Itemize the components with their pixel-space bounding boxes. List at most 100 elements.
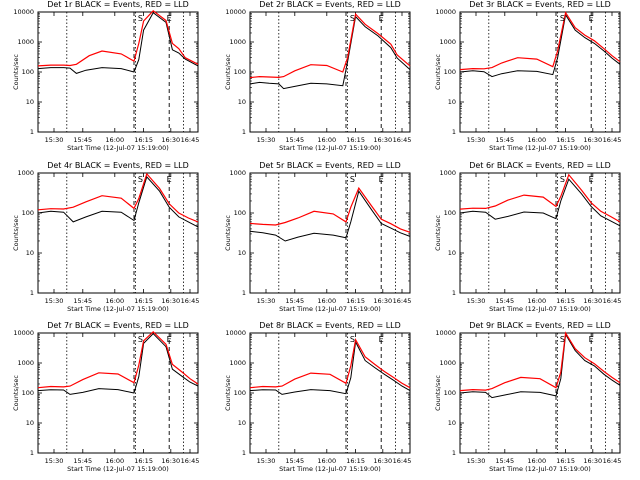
y-tick-label: 1000 (229, 169, 246, 177)
y-tick-label: 10 (26, 419, 34, 427)
end-marker-label: E (167, 175, 172, 184)
end-marker-label: E (589, 14, 594, 23)
y-axis-label: Counts/sec (12, 215, 20, 251)
x-tick-label: 15:30 (45, 457, 64, 465)
y-tick-label: 100 (22, 389, 34, 397)
y-tick-label: 10000 (435, 8, 456, 16)
y-tick-label: 1 (242, 449, 246, 457)
plot-frame (459, 172, 621, 294)
plot-frame (249, 172, 411, 294)
x-tick-label: 16:00 (105, 297, 124, 305)
plot-frame (37, 11, 199, 133)
x-axis-label: Start Time (12-Jul-07 15:19:00) (489, 465, 591, 473)
x-tick-label: 16:15 (556, 457, 575, 465)
panel-title: Det 9r BLACK = Events, RED = LLD (469, 321, 611, 330)
x-axis-label: Start Time (12-Jul-07 15:19:00) (67, 305, 169, 313)
panel-title: Det 4r BLACK = Events, RED = LLD (47, 161, 189, 170)
lld-series (249, 337, 411, 389)
x-tick-label: 15:45 (495, 136, 514, 144)
events-series (459, 332, 621, 399)
panel-title: Det 3r BLACK = Events, RED = LLD (469, 0, 611, 9)
y-axis-label: Counts/sec (224, 54, 232, 90)
x-tick-label: 16:45 (603, 457, 622, 465)
x-tick-label: 15:30 (467, 136, 486, 144)
x-tick-label: 16:30 (161, 136, 180, 144)
y-tick-label: 100 (444, 389, 456, 397)
x-tick-label: 15:45 (285, 136, 304, 144)
x-tick-label: 15:30 (45, 297, 64, 305)
y-tick-label: 10 (26, 249, 34, 257)
panel-5: Det 5r BLACK = Events, RED = LLD 1 10 100 10… (224, 161, 411, 313)
plot-frame (249, 332, 411, 454)
events-series (37, 11, 199, 74)
x-tick-label: 15:45 (285, 297, 304, 305)
lld-series (249, 12, 411, 79)
x-tick-label: 16:45 (393, 457, 412, 465)
x-tick-label: 16:00 (527, 457, 546, 465)
x-axis-label: Start Time (12-Jul-07 15:19:00) (489, 144, 591, 152)
end-marker-label: E (167, 335, 172, 344)
y-tick-label: 100 (22, 68, 34, 76)
panel-title: Det 1r BLACK = Events, RED = LLD (47, 0, 189, 9)
lld-series (37, 172, 199, 223)
end-marker-label: E (589, 175, 594, 184)
panel-title: Det 6r BLACK = Events, RED = LLD (469, 161, 611, 170)
y-tick-label: 1000 (17, 169, 34, 177)
lld-series (459, 331, 621, 392)
y-tick-label: 1000 (229, 38, 246, 46)
y-tick-label: 10000 (13, 329, 34, 337)
start-marker-label: S (560, 175, 565, 184)
y-tick-label: 10 (238, 249, 246, 257)
start-marker-label: S (350, 14, 355, 23)
x-tick-label: 16:30 (161, 297, 180, 305)
start-marker-label: S (138, 175, 143, 184)
x-tick-label: 16:15 (556, 297, 575, 305)
y-axis-label: Counts/sec (12, 54, 20, 90)
x-tick-label: 15:30 (467, 297, 486, 305)
y-axis-label: Counts/sec (224, 375, 232, 411)
x-tick-label: 16:30 (583, 136, 602, 144)
start-marker-label: S (350, 175, 355, 184)
lld-series (249, 186, 411, 233)
start-marker-label: S (560, 335, 565, 344)
events-series (249, 340, 411, 395)
start-marker-label: S (350, 335, 355, 344)
x-tick-label: 16:15 (134, 136, 153, 144)
panel-8: Det 8r BLACK = Events, RED = LLD 1 10 100 10… (224, 321, 411, 473)
x-tick-label: 16:15 (346, 136, 365, 144)
x-tick-label: 16:15 (346, 297, 365, 305)
y-tick-label: 10000 (13, 8, 34, 16)
x-tick-label: 16:15 (346, 457, 365, 465)
lld-series (459, 11, 621, 71)
y-axis-label: Counts/sec (434, 215, 442, 251)
y-tick-label: 1 (30, 449, 34, 457)
panel-3: Det 3r BLACK = Events, RED = LLD 1 10 100 10… (434, 0, 621, 152)
events-series (249, 190, 411, 242)
y-tick-label: 10000 (435, 329, 456, 337)
x-axis-label: Start Time (12-Jul-07 15:19:00) (67, 465, 169, 473)
end-marker-label: E (379, 335, 384, 344)
x-tick-label: 16:45 (393, 136, 412, 144)
y-tick-label: 1 (242, 128, 246, 136)
end-marker-label: E (379, 175, 384, 184)
x-tick-label: 15:45 (73, 457, 92, 465)
x-tick-label: 16:30 (373, 457, 392, 465)
y-tick-label: 1 (30, 128, 34, 136)
y-tick-label: 10 (238, 98, 246, 106)
events-series (249, 15, 411, 90)
y-tick-label: 1000 (439, 359, 456, 367)
panel-title: Det 5r BLACK = Events, RED = LLD (259, 161, 401, 170)
x-tick-label: 16:30 (161, 457, 180, 465)
x-tick-label: 15:30 (257, 457, 276, 465)
y-tick-label: 1000 (439, 169, 456, 177)
x-tick-label: 16:45 (603, 136, 622, 144)
plot-frame (37, 332, 199, 454)
x-tick-label: 16:30 (583, 457, 602, 465)
x-tick-label: 16:45 (603, 297, 622, 305)
y-tick-label: 1000 (229, 359, 246, 367)
panel-1: Det 1r BLACK = Events, RED = LLD 1 10 100 10… (12, 0, 199, 152)
y-tick-label: 100 (234, 68, 246, 76)
x-tick-label: 15:30 (257, 297, 276, 305)
